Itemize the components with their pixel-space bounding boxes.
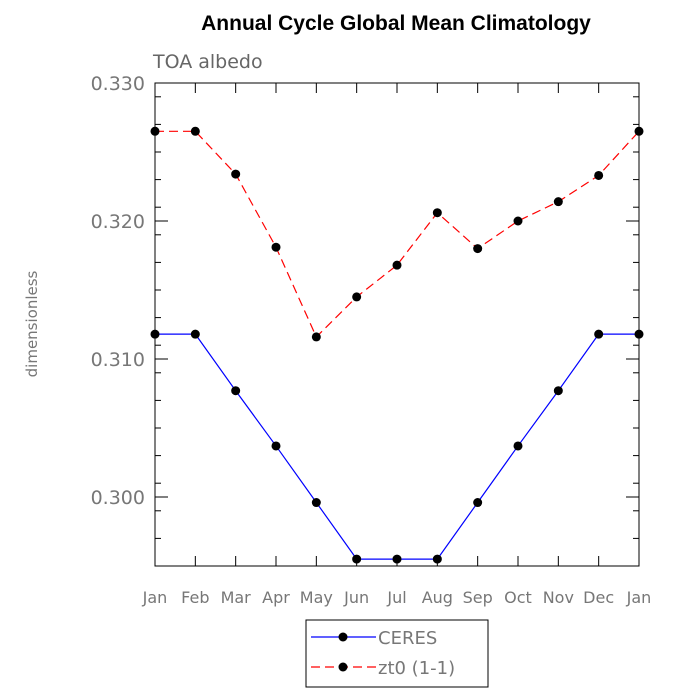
data-point xyxy=(513,216,523,226)
data-point xyxy=(594,329,604,339)
x-tick-label: Feb xyxy=(181,588,209,607)
data-point xyxy=(553,197,563,207)
data-point xyxy=(271,242,281,252)
x-tick-label: Sep xyxy=(463,588,493,607)
x-tick-label: Mar xyxy=(221,588,252,607)
chart-title: Annual Cycle Global Mean Climatology xyxy=(201,12,591,35)
plot-frame xyxy=(154,82,640,567)
x-tick-labels: Jan Feb Mar Apr May Jun Jul Aug Sep Oct Nov Dec Jan xyxy=(142,588,652,607)
x-tick-label: Aug xyxy=(422,588,453,607)
legend-marker xyxy=(338,662,348,672)
legend-label: CERES xyxy=(378,628,437,649)
x-tick-label: Jul xyxy=(386,588,406,607)
x-tick-label: Oct xyxy=(504,588,532,607)
data-point xyxy=(352,554,362,564)
x-tick-label: Jan xyxy=(142,588,168,607)
x-tick-label: May xyxy=(300,588,333,607)
data-point xyxy=(553,386,563,396)
data-point xyxy=(432,208,442,218)
data-point xyxy=(190,126,200,136)
data-point xyxy=(432,554,442,564)
y-axis-label: dimensionless xyxy=(23,270,41,377)
data-point xyxy=(150,126,160,136)
chart-subtitle: TOA albedo xyxy=(152,51,263,73)
data-point xyxy=(352,292,362,302)
series-lines xyxy=(155,130,640,560)
y-tick-label: 0.330 xyxy=(91,73,145,95)
data-point xyxy=(231,169,241,179)
data-point xyxy=(513,441,523,451)
data-point xyxy=(594,170,604,180)
data-point xyxy=(473,244,483,254)
legend: CERES zt0 (1-1) xyxy=(305,619,489,688)
data-point xyxy=(311,332,321,342)
data-point xyxy=(231,386,241,396)
data-point xyxy=(190,329,200,339)
y-tick-label: 0.310 xyxy=(91,349,145,371)
y-tick-label: 0.300 xyxy=(91,487,145,509)
series-markers xyxy=(150,126,644,564)
x-tick-label: Jun xyxy=(343,588,369,607)
y-tick-labels: 0.300 0.310 0.320 0.330 xyxy=(91,73,145,509)
y-tick-label: 0.320 xyxy=(91,211,145,233)
data-point xyxy=(634,126,644,136)
series-line-1 xyxy=(155,130,640,338)
x-tick-label: Nov xyxy=(543,588,574,607)
legend-label: zt0 (1-1) xyxy=(378,658,455,679)
data-point xyxy=(271,441,281,451)
series-line-0 xyxy=(155,333,639,560)
data-point xyxy=(473,498,483,508)
legend-marker xyxy=(338,632,348,642)
legend-box xyxy=(305,619,489,688)
x-tick-label: Dec xyxy=(583,588,614,607)
data-point xyxy=(150,329,160,339)
data-point xyxy=(311,498,321,508)
data-point xyxy=(392,554,402,564)
x-tick-label: Jan xyxy=(626,588,652,607)
x-tick-label: Apr xyxy=(262,588,290,607)
data-point xyxy=(392,260,402,270)
data-point xyxy=(634,329,644,339)
axis-ticks xyxy=(154,82,640,567)
